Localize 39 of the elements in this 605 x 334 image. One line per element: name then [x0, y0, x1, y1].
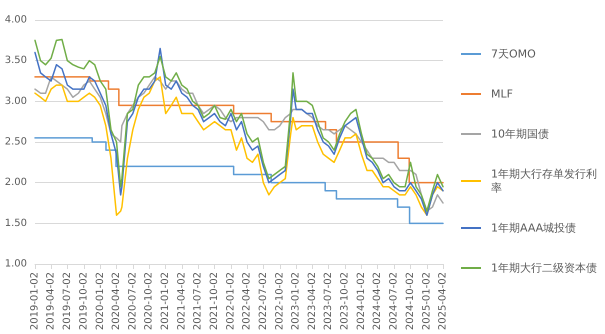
x-tick-label: 2022-01-02: [225, 272, 236, 330]
legend-label: 10年期国债: [491, 128, 549, 140]
y-tick-label: 2.50: [4, 136, 27, 148]
y-tick-label: 1.00: [4, 258, 27, 270]
y-tick-label: 4.00: [4, 14, 27, 26]
legend-label: 1年期大行存单发行利率: [491, 168, 597, 194]
x-tick-label: 2024-10-02: [404, 272, 416, 330]
x-tick-label: 2021-07-02: [192, 272, 204, 330]
x-tick-label: 2021-01-02: [160, 272, 172, 330]
x-tick-label: 2019-04-02: [46, 272, 57, 330]
x-tick-label: 2024-04-02: [372, 272, 384, 330]
x-tick-label: 2020-01-02: [94, 272, 106, 330]
x-tick-label: 2022-04-02: [242, 272, 253, 330]
legend-label: 1年期大行二级资本债: [491, 262, 597, 274]
x-tick-label: 2020-07-02: [127, 272, 138, 330]
y-tick-label: 3.00: [4, 96, 27, 107]
x-tick-label: 2023-01-02: [290, 272, 302, 330]
x-tick-label: 2025-01-02: [421, 272, 432, 330]
x-tick-label: 2019-07-02: [62, 272, 73, 330]
x-tick-label: 2025-04-02: [438, 272, 448, 330]
x-tick-label: 2022-10-02: [274, 272, 286, 330]
x-tick-label: 2022-07-02: [258, 272, 269, 330]
x-tick-label: 2019-10-02: [78, 272, 90, 330]
x-tick-label: 2021-10-02: [209, 272, 220, 330]
x-tick-label: 2024-01-02: [356, 272, 367, 330]
y-tick-label: 1.50: [4, 218, 27, 229]
x-tick-label: 2020-04-02: [111, 272, 122, 330]
x-tick-label: 2019-01-02: [30, 272, 40, 330]
x-tick-label: 2023-04-02: [306, 272, 318, 330]
legend-label: MLF: [491, 88, 513, 100]
y-tick-label: 3.50: [4, 55, 27, 66]
x-tick-label: 2020-10-02: [144, 272, 155, 330]
y-tick-label: 2.00: [4, 177, 27, 188]
x-tick-label: 2021-04-02: [176, 272, 188, 330]
x-tick-label: 2023-07-02: [323, 272, 334, 330]
legend-label: 1年期AAA城投债: [491, 222, 576, 234]
x-tick-label: 2023-10-02: [340, 272, 351, 330]
x-tick-label: 2024-07-02: [388, 272, 400, 330]
legend-label: 7天OMO: [491, 48, 536, 60]
